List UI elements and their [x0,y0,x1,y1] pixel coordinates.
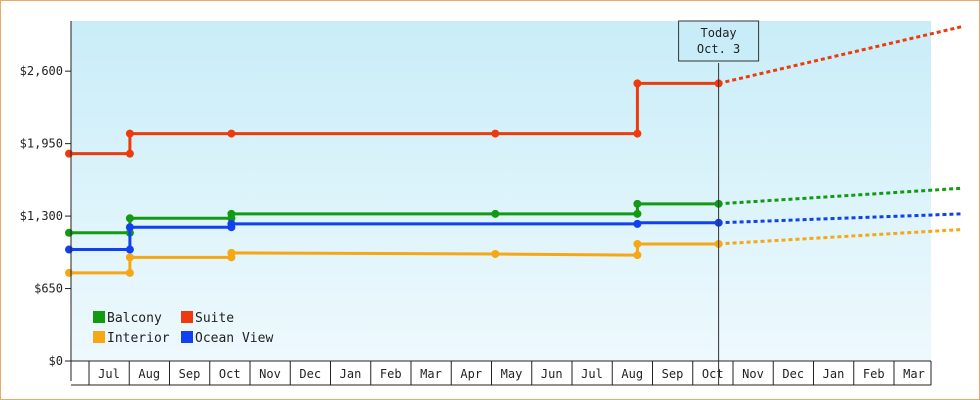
y-tick-label: $1,950 [20,137,63,151]
data-point [65,245,73,254]
data-point [633,209,642,218]
data-point [125,149,134,158]
data-point [633,199,642,208]
legend-label: Suite [195,311,234,326]
data-point [633,219,642,228]
y-tick-label: $2,600 [20,64,63,78]
legend-swatch [181,311,193,323]
legend-swatch [93,311,105,323]
data-point [125,214,134,223]
data-point [491,129,500,138]
x-tick-label: Sep [662,367,684,381]
data-point [65,149,73,158]
today-callout [678,20,760,62]
legend-swatch [181,331,193,343]
data-point [125,253,134,262]
x-tick-label: Dec [782,367,804,381]
legend-swatch [93,331,105,343]
x-tick-label: Feb [863,367,885,381]
data-point [227,248,236,257]
x-tick-label: Jan [823,367,845,381]
forecast-line [718,212,963,225]
x-tick-label: Aug [138,367,160,381]
series-suite [65,25,963,158]
x-tick-label: Nov [259,367,281,381]
forecast-line [718,186,963,206]
x-tick-label: Feb [380,367,402,381]
today-label: Oct. 3 [697,42,740,56]
data-point [633,129,642,138]
x-tick-label: Jul [98,367,120,381]
data-point [65,268,73,277]
x-tick-label: Oct [702,367,724,381]
series-ocean-view [65,212,963,254]
data-point [227,209,236,218]
data-point [125,268,134,277]
x-tick-label: Aug [621,367,643,381]
plot-background [71,21,931,361]
data-point [227,219,236,228]
data-point [125,245,134,254]
data-point [227,129,236,138]
x-tick-label: Apr [460,367,482,381]
data-point [633,239,642,248]
x-tick-label: Dec [299,367,321,381]
x-tick-label: Mar [903,367,925,381]
forecast-line [718,227,963,246]
today-label: Today [701,26,737,40]
legend-label: Interior [107,331,170,346]
x-tick-label: Jul [581,367,603,381]
data-point [491,209,500,218]
x-tick-label: Oct [219,367,241,381]
x-tick-label: Jan [340,367,362,381]
legend-label: Ocean View [195,331,273,346]
x-tick-label: Mar [420,367,442,381]
data-point [491,249,500,258]
x-tick-label: May [501,367,523,381]
series-interior [65,227,963,277]
y-tick-label: $0 [49,354,63,368]
data-point [65,228,73,237]
data-point [633,251,642,260]
x-tick-label: Jun [541,367,563,381]
legend-label: Balcony [107,311,162,326]
legend: Balcony Suite Interior Ocean View [93,311,273,346]
x-tick-label: Sep [179,367,201,381]
y-tick-label: $650 [34,282,63,296]
data-point [125,223,134,232]
x-tick-label: Nov [742,367,764,381]
y-tick-label: $1,300 [20,209,63,223]
data-point [125,129,134,138]
data-point [633,79,642,88]
